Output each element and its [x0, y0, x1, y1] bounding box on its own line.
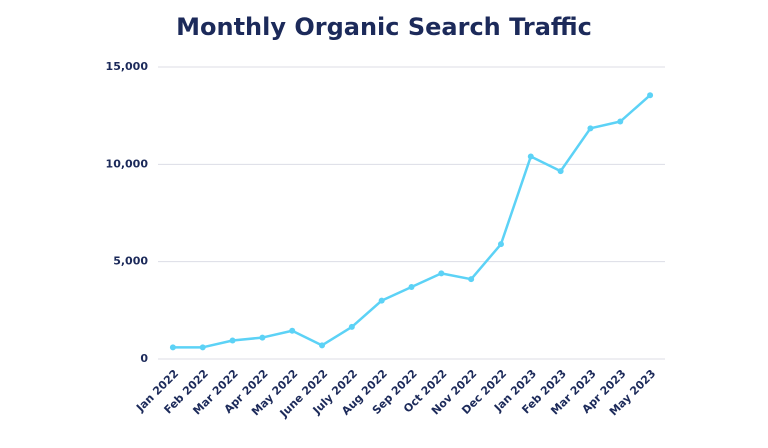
point — [497, 241, 504, 248]
point — [527, 153, 534, 160]
point — [647, 92, 654, 99]
point — [289, 327, 296, 334]
y-tick-label: 5,000 — [113, 255, 148, 268]
point — [587, 125, 594, 132]
y-tick-label: 0 — [140, 352, 148, 365]
point — [557, 168, 564, 175]
point — [468, 276, 475, 283]
point — [259, 334, 266, 341]
point — [199, 344, 206, 351]
point — [408, 283, 415, 290]
point — [378, 297, 385, 304]
point — [229, 337, 236, 344]
point — [617, 118, 624, 125]
y-tick-label: 15,000 — [106, 60, 149, 73]
line — [172, 94, 651, 349]
point — [438, 270, 445, 277]
chart-title: Monthly Organic Search Traffic — [176, 13, 592, 41]
point — [348, 323, 355, 330]
point — [319, 342, 326, 349]
point — [169, 344, 176, 351]
y-tick-label: 10,000 — [106, 157, 149, 170]
